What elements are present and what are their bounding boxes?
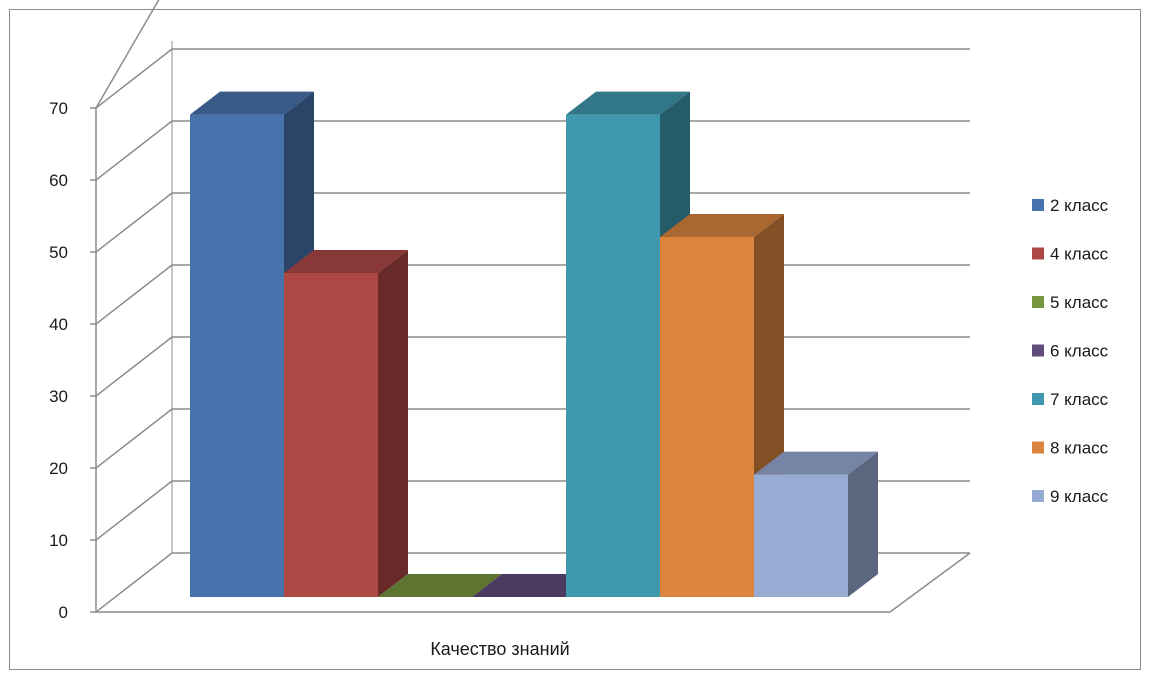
legend-swatch (1032, 441, 1044, 454)
legend-item: 2 класс (1032, 196, 1109, 215)
bar-side-face (848, 451, 878, 597)
legend-item: 8 класс (1032, 439, 1109, 458)
bar-top-face (378, 574, 502, 597)
side-gridline (95, 408, 173, 469)
legend-label: 9 класс (1050, 487, 1109, 506)
floor-right-edge (889, 552, 971, 613)
bar-front-face (660, 237, 754, 597)
x-category-label: Качество знаний (430, 639, 569, 659)
y-tick-label: 50 (49, 243, 68, 262)
bar-top-face (472, 574, 596, 597)
legend-swatch (1032, 490, 1044, 502)
bar-side-face (378, 250, 408, 597)
bars (190, 91, 878, 597)
legend-item: 7 класс (1032, 390, 1109, 409)
legend-label: 5 класс (1050, 293, 1109, 312)
y-tick-label: 40 (49, 315, 68, 334)
legend-item: 9 класс (1032, 487, 1109, 506)
bar-top-face (754, 451, 878, 475)
bar-front-face (190, 114, 284, 597)
bar-top-face (660, 214, 784, 237)
side-gridline (95, 552, 173, 613)
bar-front-face (754, 474, 848, 597)
legend-label: 6 класс (1050, 342, 1109, 361)
bar-3 (378, 574, 502, 597)
side-gridline (95, 192, 173, 253)
bar-4 (472, 574, 596, 597)
y-tick-label: 20 (49, 459, 68, 478)
legend: 2 класс 4 класс 5 класс 6 класс 7 класс 8 кла… (1032, 196, 1109, 506)
legend-swatch (1032, 393, 1044, 405)
y-tick-label: 60 (49, 171, 68, 190)
legend-label: 7 класс (1050, 390, 1109, 409)
legend-label: 4 класс (1050, 245, 1109, 264)
side-gridline (95, 48, 173, 109)
legend-label: 8 класс (1050, 439, 1109, 458)
side-gridline (95, 120, 173, 181)
legend-swatch (1032, 344, 1044, 357)
bar-top-face (566, 91, 690, 115)
y-tick-label: 10 (49, 531, 68, 550)
bar-top-face (190, 91, 314, 115)
y-tick-label: 0 (59, 603, 68, 622)
bar-2 (284, 250, 408, 597)
legend-swatch (1032, 296, 1044, 308)
legend-swatch (1032, 247, 1044, 260)
side-gridline (95, 264, 173, 325)
y-tick-label: 70 (49, 99, 68, 118)
side-gridline (95, 480, 173, 541)
bar-front-face (566, 114, 660, 597)
legend-item: 4 класс (1032, 245, 1109, 264)
spacer (96, 0, 172, 108)
y-axis-ticks: 0 10 20 30 40 50 60 70 (49, 99, 96, 622)
side-gridline (95, 336, 173, 397)
chart-walls (95, 41, 971, 613)
x-axis-category-labels: Качество знаний (430, 639, 569, 659)
legend-item: 5 класс (1032, 293, 1109, 312)
legend-item: 6 класс (1032, 342, 1109, 361)
legend-swatch (1032, 199, 1044, 211)
side-gridline-top (95, 0, 160, 109)
y-tick-label: 30 (49, 387, 68, 406)
bar-top-face (284, 250, 408, 273)
bar-front-face (284, 273, 378, 597)
legend-label: 2 класс (1050, 196, 1109, 215)
bar-7 (754, 451, 878, 597)
